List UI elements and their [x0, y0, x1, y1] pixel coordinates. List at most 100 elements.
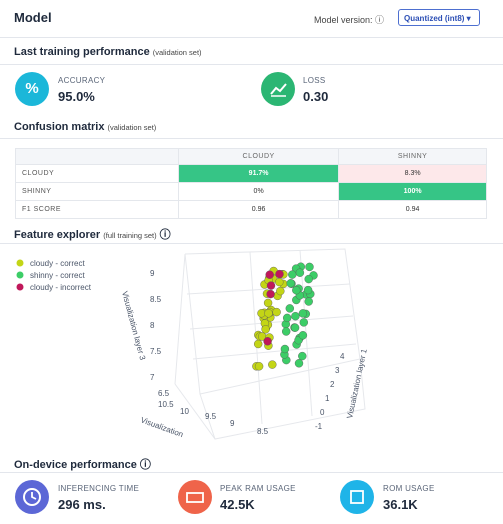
- scatter-point: [268, 360, 277, 369]
- x-tick-label: 10.5: [158, 400, 174, 409]
- scatter-point: [292, 286, 301, 295]
- metric-label: ROM USAGE: [383, 484, 435, 493]
- divider: [0, 472, 503, 473]
- version-dropdown[interactable]: Quantized (int8) ▾: [398, 9, 480, 26]
- z-tick-label: 7: [150, 373, 155, 382]
- x-tick-label: 8.5: [257, 427, 269, 436]
- x-axis-label: Visualization: [139, 415, 184, 439]
- cell: 0.96: [177, 200, 340, 219]
- legend-dot: [16, 271, 24, 279]
- scatter-point: [298, 331, 308, 340]
- section-note: (full training set): [103, 231, 157, 240]
- scatter-point: [304, 274, 313, 284]
- divider: [0, 243, 503, 244]
- feature-plot: cloudy - correct shinny - correct cloudy -…: [16, 248, 369, 440]
- metric-value: 95.0%: [58, 89, 95, 104]
- cell: 8.3%: [338, 164, 487, 183]
- section-title-text: On-device performance: [14, 459, 137, 471]
- scatter-point: [254, 362, 264, 371]
- cell: 0.94: [338, 200, 487, 219]
- scatter-point: [282, 327, 291, 336]
- z-tick-label: 8.5: [150, 295, 162, 304]
- divider: [0, 64, 503, 65]
- z-tick-label: 8: [150, 321, 155, 330]
- scatter-point: [291, 311, 300, 321]
- scatter-point: [275, 269, 284, 279]
- section-title-text: Feature explorer: [14, 229, 101, 241]
- section-title: Confusion matrix (validation set): [14, 121, 156, 133]
- section-title-text: Last training performance: [14, 46, 150, 58]
- section-title: Feature explorer (full training set) ⓘ: [14, 229, 171, 241]
- time-icon: [15, 480, 49, 514]
- z-tick-label: 9: [150, 269, 155, 278]
- scatter-point: [298, 351, 307, 361]
- accuracy-icon: %: [15, 72, 49, 106]
- metric-value: 296 ms.: [58, 497, 106, 512]
- scatter-point: [285, 304, 294, 313]
- scatter-point: [265, 270, 274, 279]
- scatter-point: [257, 309, 266, 318]
- scatter-point: [304, 297, 313, 306]
- row-header: F1 SCORE: [15, 200, 179, 219]
- metric-label: ACCURACY: [58, 76, 106, 85]
- metric-label: LOSS: [303, 76, 326, 85]
- section-title-text: Confusion matrix: [14, 121, 105, 133]
- metric-value: 42.5K: [220, 497, 255, 512]
- y-tick-label: 4: [340, 352, 345, 361]
- scatter-point: [288, 270, 297, 279]
- row-header: SHINNY: [15, 182, 179, 201]
- metric-value: 0.30: [303, 89, 329, 104]
- legend-dot: [16, 283, 24, 291]
- legend-label: cloudy - incorrect: [30, 283, 92, 292]
- plot-box: [174, 248, 366, 440]
- scatter-point: [272, 307, 281, 317]
- scatter-point: [303, 285, 313, 295]
- x-tick-label: 9.5: [205, 412, 217, 421]
- scatter-point: [263, 298, 273, 308]
- version-label: Model version: ⓘ: [314, 15, 385, 25]
- legend-dot: [16, 259, 24, 267]
- metric-label: PEAK RAM USAGE: [220, 484, 296, 493]
- y-tick-label: 1: [325, 394, 330, 403]
- y-tick-label: 2: [330, 380, 335, 389]
- divider: [0, 138, 503, 139]
- scatter-point: [295, 268, 305, 277]
- y-tick-label: 0: [320, 408, 325, 417]
- x-tick-label: 10: [180, 407, 189, 416]
- version-value: Quantized (int8): [404, 14, 465, 23]
- scatter-point: [276, 286, 285, 296]
- scatter-point: [294, 359, 304, 368]
- scatter-point: [280, 344, 290, 354]
- z-axis-label: Visualization layer 3: [120, 290, 147, 361]
- scatter-point: [263, 337, 272, 346]
- section-note: (validation set): [107, 123, 157, 132]
- scatter-point: [290, 323, 300, 332]
- corner-cell: [15, 148, 179, 165]
- scatter-point: [266, 289, 275, 299]
- column-header: SHINNY: [338, 148, 487, 165]
- scatter-point: [305, 262, 314, 272]
- scatter-point: [286, 279, 295, 288]
- metric-value: 36.1K: [383, 497, 418, 512]
- ram-icon: [178, 480, 212, 514]
- y-tick-label: -1: [315, 422, 323, 431]
- scatter-point: [266, 281, 276, 290]
- scatter-point: [275, 277, 284, 287]
- loss-icon: [261, 72, 295, 106]
- version-label-text: Model version:: [314, 15, 373, 25]
- section-title: Last training performance (validation se…: [14, 46, 202, 58]
- title: Model: [14, 10, 52, 25]
- column-header: CLOUDY: [177, 148, 340, 165]
- confusion-table: CLOUDY SHINNY CLOUDY 91.7% 8.3% SHINNY 0% 100…: [15, 148, 487, 219]
- section-title: On-device performance ⓘ: [14, 459, 151, 471]
- scatter-point: [261, 325, 270, 334]
- cell: 100%: [338, 182, 487, 201]
- scatter-point: [283, 313, 292, 323]
- cell: 0%: [177, 182, 340, 201]
- x-tick-label: 6.5: [158, 389, 170, 398]
- scatter-point: [264, 309, 273, 318]
- legend-label: cloudy - correct: [30, 259, 85, 268]
- scatter-point: [299, 318, 308, 327]
- z-tick-label: 7.5: [150, 347, 162, 356]
- divider: [0, 37, 503, 38]
